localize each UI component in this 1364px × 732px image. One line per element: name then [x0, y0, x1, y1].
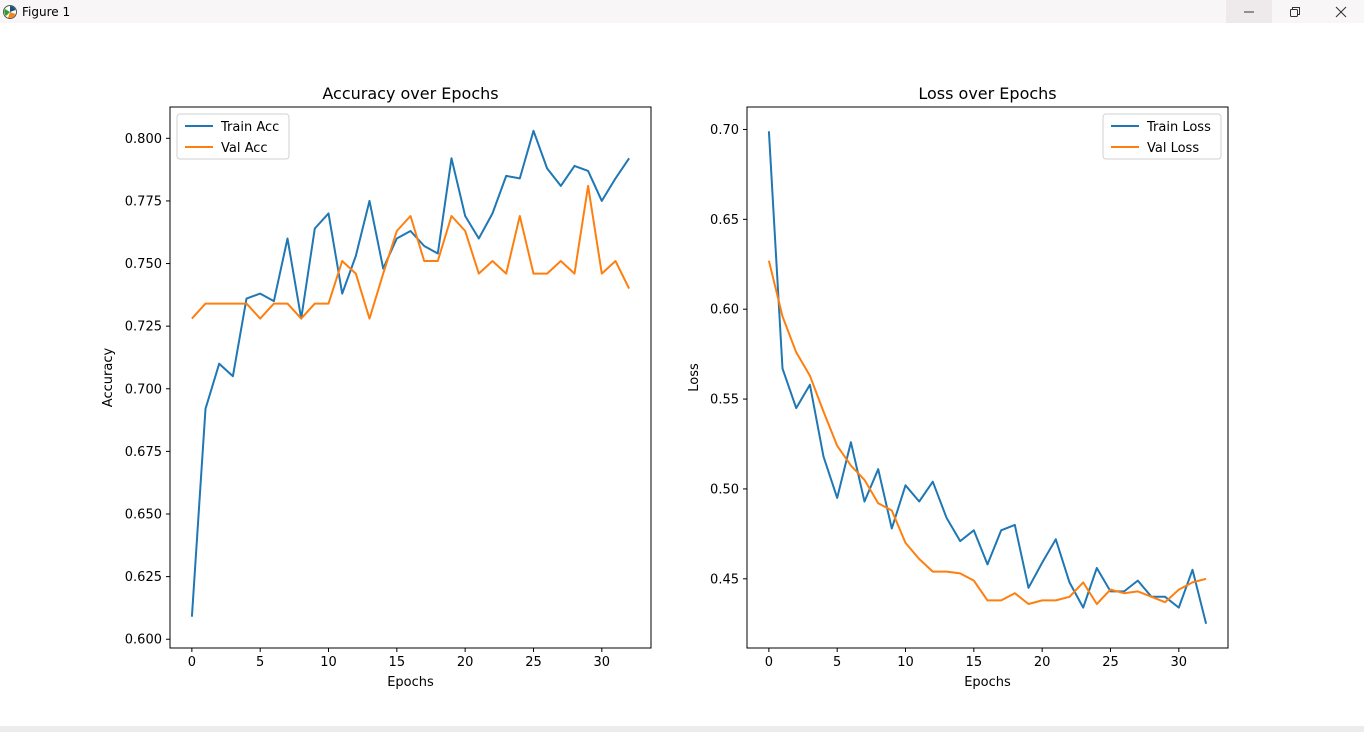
y-tick-label: 0.600 — [125, 633, 162, 648]
axes-frame — [746, 106, 1229, 649]
chart-title: Accuracy over Epochs — [322, 84, 498, 103]
x-axis-label: Epochs — [387, 675, 434, 690]
minimize-button[interactable] — [1226, 0, 1272, 23]
y-axis-label: Accuracy — [101, 348, 116, 408]
y-axis-label: Loss — [687, 363, 702, 392]
legend-label: Val Loss — [1147, 141, 1199, 156]
x-tick-label: 10 — [897, 655, 914, 670]
figure-canvas: Accuracy over Epochs 0 5 10 15 20 25 30 0.600 0.6… — [0, 23, 1364, 726]
x-tick-label: 5 — [833, 655, 841, 670]
x-tick-label: 25 — [1102, 655, 1119, 670]
x-tick-label: 15 — [966, 655, 983, 670]
series-line-val-loss — [767, 260, 1207, 605]
y-tick-label: 0.60 — [710, 303, 739, 318]
window-controls — [1226, 0, 1364, 23]
legend-label: Train Loss — [1146, 120, 1211, 135]
x-tick-label: 20 — [457, 655, 474, 670]
x-tick-label: 10 — [320, 655, 337, 670]
y-tick-label: 0.750 — [125, 257, 162, 272]
status-bar — [0, 726, 1364, 732]
x-tick-label: 5 — [256, 655, 264, 670]
y-tick-label: 0.625 — [125, 570, 162, 585]
legend-label: Val Acc — [221, 141, 268, 156]
y-tick-label: 0.775 — [125, 194, 162, 209]
loss-chart: Loss over Epochs 0 5 10 15 20 25 30 0.45 0.50 0.55… — [687, 84, 1229, 690]
series-line-train-acc — [190, 129, 630, 617]
window-titlebar: Figure 1 — [0, 0, 1364, 23]
x-tick-label: 30 — [1171, 655, 1188, 670]
legend: Train Acc Val Acc — [176, 113, 290, 160]
series-line-val-acc — [191, 184, 630, 320]
x-tick-label: 30 — [594, 655, 611, 670]
minimize-icon — [1244, 11, 1254, 12]
y-tick-label: 0.45 — [710, 572, 739, 587]
x-tick-label: 0 — [765, 655, 773, 670]
close-button[interactable] — [1318, 0, 1364, 23]
y-tick-label: 0.700 — [125, 382, 162, 397]
y-tick-label: 0.650 — [125, 508, 162, 523]
y-tick-label: 0.55 — [710, 393, 739, 408]
legend-label: Train Acc — [220, 120, 279, 135]
x-axis-label: Epochs — [964, 675, 1011, 690]
x-tick-label: 25 — [525, 655, 542, 670]
y-tick-label: 0.70 — [710, 123, 739, 138]
close-icon — [1335, 6, 1347, 17]
restore-button[interactable] — [1272, 0, 1318, 23]
accuracy-chart: Accuracy over Epochs 0 5 10 15 20 25 30 0.600 0.6… — [101, 84, 652, 690]
y-tick-label: 0.50 — [710, 482, 739, 497]
y-tick-label: 0.800 — [125, 132, 162, 147]
x-tick-label: 20 — [1034, 655, 1051, 670]
y-tick-label: 0.65 — [710, 213, 739, 228]
y-tick-label: 0.675 — [125, 445, 162, 460]
matplotlib-icon — [3, 4, 17, 19]
axes-frame — [169, 106, 652, 649]
x-tick-label: 15 — [389, 655, 406, 670]
legend: Train Loss Val Loss — [1102, 113, 1222, 160]
y-tick-label: 0.725 — [125, 320, 162, 335]
chart-title: Loss over Epochs — [918, 84, 1056, 103]
series-line-train-loss — [767, 131, 1208, 624]
restore-icon — [1290, 6, 1300, 17]
x-tick-label: 0 — [188, 655, 196, 670]
window-title: Figure 1 — [22, 4, 71, 19]
